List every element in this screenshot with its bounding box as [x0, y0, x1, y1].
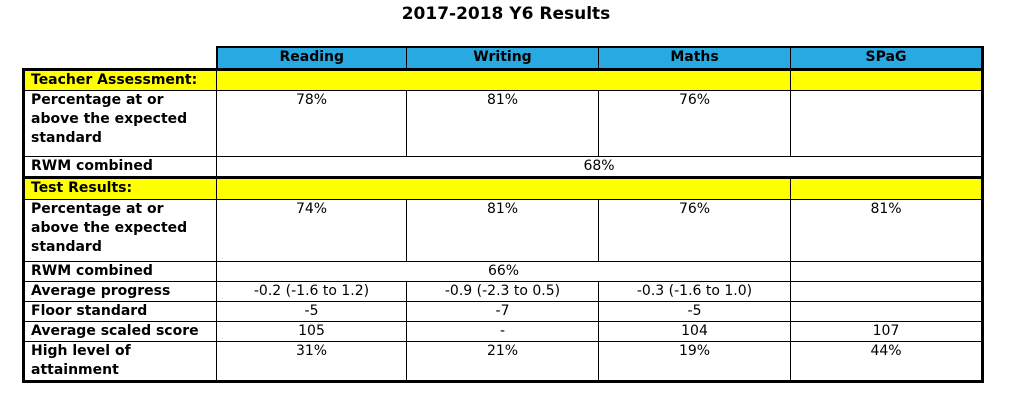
column-header: Reading — [216, 46, 407, 70]
column-header: Maths — [598, 46, 791, 70]
results-table: Reading Writing Maths SPaG Teacher Asses… — [22, 46, 984, 383]
row-label: Percentage at or above the expected stan… — [22, 89, 217, 157]
cell: 81% — [406, 198, 599, 262]
cell: -7 — [406, 300, 599, 322]
cell: 31% — [216, 340, 407, 383]
cell: -0.3 (-1.6 to 1.0) — [598, 280, 791, 302]
cell: 19% — [598, 340, 791, 383]
cell: 81% — [790, 198, 984, 262]
cell: -0.2 (-1.6 to 1.2) — [216, 280, 407, 302]
title: 2017-2018 Y6 Results — [401, 4, 611, 24]
cell: 107 — [790, 320, 984, 342]
row-label: Average scaled score — [22, 320, 217, 342]
cell: 104 — [598, 320, 791, 342]
column-header: SPaG — [790, 46, 984, 70]
cell: 44% — [790, 340, 984, 383]
column-header: Writing — [406, 46, 599, 70]
row-label: RWM combined — [22, 155, 217, 178]
cell: 66% — [216, 260, 791, 282]
cell: 81% — [406, 89, 599, 157]
cell: - — [406, 320, 599, 342]
section-heading: Test Results: — [22, 175, 217, 200]
cell: -5 — [598, 300, 791, 322]
cell: -0.9 (-2.3 to 0.5) — [406, 280, 599, 302]
row-label: Floor standard — [22, 300, 217, 322]
cell: 105 — [216, 320, 407, 342]
row-label: RWM combined — [22, 260, 217, 282]
cell: -5 — [216, 300, 407, 322]
cell: 78% — [216, 89, 407, 157]
section-heading: Teacher Assessment: — [22, 67, 217, 91]
cell: 76% — [598, 198, 791, 262]
row-label: Percentage at or above the expected stan… — [22, 198, 217, 262]
cell: 74% — [216, 198, 407, 262]
cell: 76% — [598, 89, 791, 157]
cell: 21% — [406, 340, 599, 383]
cell: 68% — [216, 155, 984, 178]
row-label: High level of attainment — [22, 340, 217, 383]
row-label: Average progress — [22, 280, 217, 302]
